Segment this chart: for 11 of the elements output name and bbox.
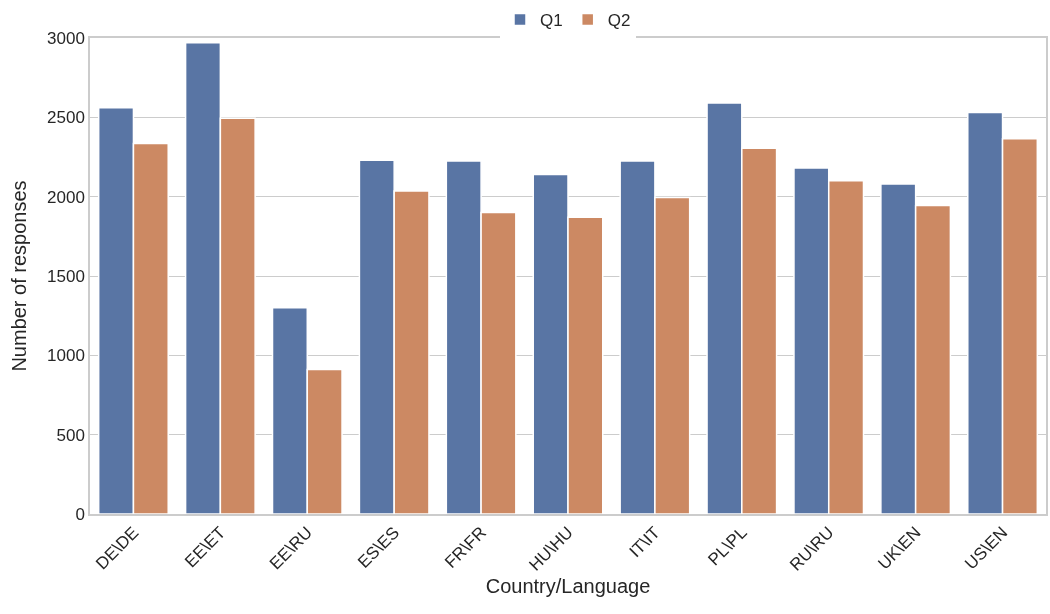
legend-label: Q2 [607,11,631,31]
x-axis-title: Country/Language [485,574,651,597]
y-tick-label: 2500 [47,108,85,128]
legend-label: Q1 [540,11,563,31]
y-tick-label: 500 [56,425,85,445]
y-tick-label: 1000 [47,346,85,366]
y-tick-label: 1500 [47,266,85,286]
y-axis-title: Number of responses [8,180,31,372]
y-tick-label: 3000 [47,28,85,48]
y-tick-label: 0 [75,504,85,524]
y-tick-label: 2000 [47,187,85,207]
